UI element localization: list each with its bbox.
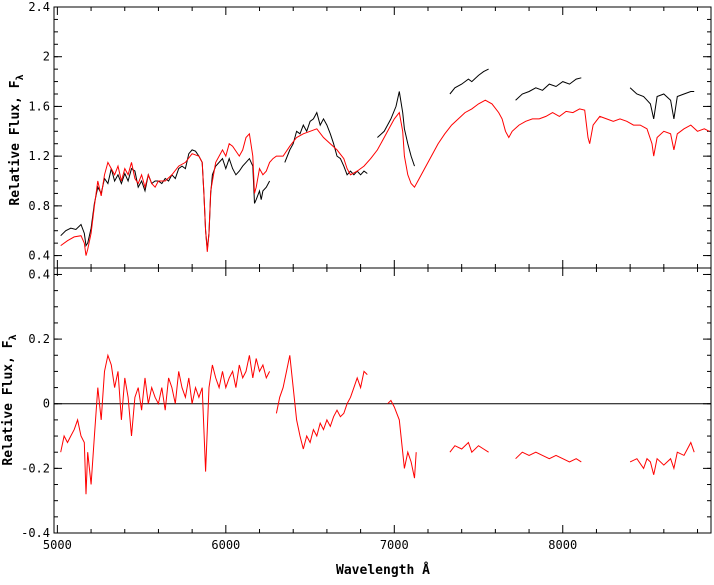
bottom-xtick-label: 6000 (211, 538, 240, 552)
bottom-panel-frame (53, 267, 712, 534)
bottom-y-axis-label: Relative Flux, Fλ (1, 334, 19, 465)
bottom-red-spectrum-segment-4 (515, 451, 582, 463)
bottom-red-spectrum-segment-1 (275, 355, 368, 450)
top-ytick-label: 2 (43, 50, 50, 64)
bottom-red-spectrum-segment-5 (629, 441, 695, 475)
top-ytick-label: 1.6 (28, 99, 50, 113)
bottom-red-spectrum-segment-2 (387, 399, 417, 479)
top-y-axis-label: Relative Flux, Fλ (8, 74, 26, 205)
top-black-spectrum-segment-1 (284, 111, 368, 176)
top-black-spectrum-segment-2 (377, 91, 415, 167)
bottom-xtick-label: 8000 (548, 538, 577, 552)
bottom-xtick-label: 7000 (380, 538, 409, 552)
top-ytick-label: 0.8 (28, 199, 50, 213)
top-panel-ticks: 0.4 0.8 1.2 1.6 2 2.4 (28, 0, 711, 269)
top-black-spectrum-segment-4 (515, 77, 582, 101)
top-panel-series (60, 68, 710, 256)
top-ytick-label: 2.4 (28, 0, 50, 14)
top-ytick-label: 0.4 (28, 249, 50, 263)
bottom-red-spectrum-segment-0 (60, 353, 271, 495)
top-black-spectrum-segment-3 (449, 68, 489, 95)
x-axis-label: Wavelength Å (336, 562, 430, 578)
bottom-ytick-label: 0 (43, 397, 50, 411)
top-black-spectrum-segment-5 (629, 87, 695, 120)
bottom-xtick-label: 5000 (43, 538, 72, 552)
top-ytick-label: 1.2 (28, 149, 50, 163)
bottom-ytick-label: 0.2 (28, 332, 50, 346)
bottom-ytick-label: -0.4 (21, 526, 50, 540)
bottom-ytick-label: 0.4 (28, 267, 50, 281)
bottom-ytick-label: -0.2 (21, 461, 50, 475)
bottom-panel-ticks: -0.4 -0.2 0 0.2 0.4 5000 6000 7000 8000 (21, 267, 711, 552)
bottom-panel-series (60, 353, 695, 495)
bottom-red-spectrum-segment-3 (449, 441, 489, 454)
top-red-spectrum-segment-0 (60, 99, 710, 256)
